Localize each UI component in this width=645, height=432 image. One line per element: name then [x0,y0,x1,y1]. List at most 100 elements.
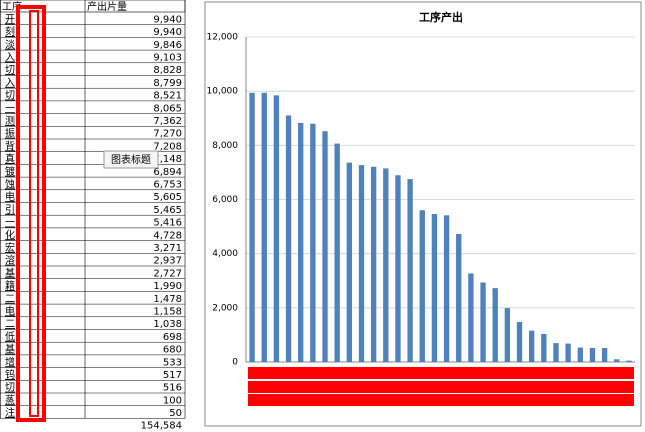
bar [334,143,340,362]
bar [249,92,255,363]
bar [480,282,486,362]
process-name: 刻 [5,25,15,38]
output-value: 6,894 [153,167,182,178]
output-value: 7,208 [153,141,182,152]
bar [285,115,292,362]
process-name: 镀 [5,165,15,178]
process-name: 二 [5,294,15,305]
process-name: 电 [5,190,15,203]
bar [601,348,608,362]
process-name: 蚀 [5,177,15,190]
process-name: 基 [5,266,15,279]
output-value: 9,103 [153,52,182,63]
output-value: 8,799 [153,78,182,89]
process-name: 籍 [5,279,15,292]
column-header: 产出片量 [87,0,127,13]
bar [310,123,316,362]
output-value: 680 [163,345,182,356]
tooltip-box [103,150,159,169]
y-tick-label: 2,000 [212,303,238,313]
output-value: 517 [163,370,182,381]
bar [614,359,620,362]
process-name: 振 [5,127,15,140]
bar [358,165,365,362]
output-value: 516 [163,383,182,394]
process-name: 蒸 [5,394,15,406]
process-name: 切 [5,64,15,76]
bar [553,343,559,362]
redaction [248,394,634,406]
bar [589,347,596,362]
output-value: 698 [163,332,182,343]
process-name: 低 [5,330,15,343]
process-name: 基 [5,343,15,356]
y-tick-label: 6,000 [212,195,238,205]
output-value: 7,270 [153,129,182,140]
output-value: 7,148 [153,154,182,165]
output-value: 100 [163,395,182,406]
process-name: 背 [5,139,15,152]
bar [577,347,583,362]
process-name: 切 [5,90,15,102]
process-name: 一 [5,103,15,114]
output-value: 533 [163,357,182,368]
tooltip: 图表标题 [111,153,151,166]
output-value: 2,727 [153,268,182,279]
redaction [248,367,634,379]
y-tick-label: 4,000 [212,249,238,259]
bar [541,333,547,362]
bar [516,321,523,362]
bar [298,122,304,363]
bar [346,162,353,362]
bar [419,210,425,362]
bar [468,273,474,362]
process-name: 电 [5,304,15,317]
bar [370,166,377,362]
process-name: 切 [5,382,15,394]
process-name: 增 [5,355,15,368]
process-name: 测 [5,114,15,127]
bar [431,213,438,362]
output-value: 7,362 [153,116,182,127]
y-tick-label: 12,000 [207,33,239,43]
output-value: 5,416 [153,218,182,229]
total-value: 154,584 [141,420,182,431]
process-name: 宏 [5,241,15,254]
redaction [16,5,46,422]
process-name: 真 [5,152,15,165]
process-name: 入 [5,78,15,89]
output-value: 2,937 [153,256,182,267]
output-value: 9,846 [153,40,182,51]
bar [504,308,511,362]
output-value: 8,521 [153,91,182,102]
output-value: 5,605 [153,192,182,203]
process-name: 注 [5,406,15,419]
redaction [248,381,634,393]
process-name: 钨 [5,368,15,381]
output-value: 8,828 [153,65,182,76]
chart-title: 工序产出 [419,10,463,24]
output-value: 6,753 [153,179,182,190]
process-name: 一 [5,218,15,229]
output-value: 9,940 [153,14,182,25]
bar [565,343,571,362]
output-value: 1,158 [153,306,182,317]
bar [456,233,462,362]
bar [273,95,280,363]
bar [443,215,450,362]
process-name: 开 [5,14,15,25]
bar [322,131,328,362]
output-value: 3,271 [153,243,182,254]
output-value: 1,478 [153,294,182,305]
output-value: 1,038 [153,319,182,330]
output-value: 50 [169,408,182,419]
bar [492,288,498,362]
bar [407,179,413,362]
process-name: 淡 [5,39,15,51]
process-name: 溶 [5,254,15,267]
y-tick-label: 8,000 [212,141,238,151]
process-name: 化 [5,228,15,241]
process-name: 二 [5,319,15,330]
process-name: 引 [5,204,15,216]
